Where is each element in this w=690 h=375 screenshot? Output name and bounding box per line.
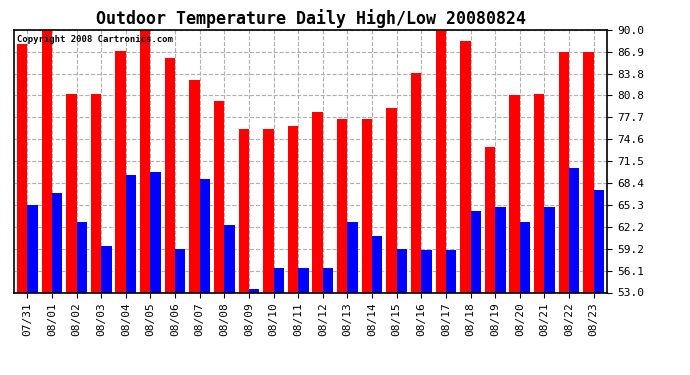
Bar <box>298 268 308 292</box>
Bar <box>593 190 604 292</box>
Bar <box>101 246 112 292</box>
Bar <box>66 94 77 292</box>
Bar <box>140 27 150 292</box>
Bar <box>422 250 432 292</box>
Bar <box>165 58 175 292</box>
Bar <box>362 118 372 292</box>
Bar <box>249 289 259 292</box>
Bar <box>17 44 28 292</box>
Bar <box>52 193 62 292</box>
Bar <box>348 222 358 292</box>
Bar <box>263 129 273 292</box>
Bar <box>313 112 323 292</box>
Bar <box>239 129 249 292</box>
Bar <box>544 207 555 292</box>
Bar <box>288 126 298 292</box>
Bar <box>91 94 101 292</box>
Bar <box>386 108 397 292</box>
Bar <box>273 268 284 292</box>
Bar <box>115 51 126 292</box>
Bar <box>337 118 348 292</box>
Bar <box>583 52 593 292</box>
Bar <box>214 101 224 292</box>
Bar <box>509 95 520 292</box>
Bar <box>460 40 471 292</box>
Bar <box>41 30 52 292</box>
Bar <box>323 268 333 292</box>
Title: Outdoor Temperature Daily High/Low 20080824: Outdoor Temperature Daily High/Low 20080… <box>95 9 526 28</box>
Bar <box>569 168 580 292</box>
Bar <box>495 207 506 292</box>
Bar <box>471 211 481 292</box>
Bar <box>126 176 136 292</box>
Bar <box>150 172 161 292</box>
Bar <box>199 179 210 292</box>
Bar <box>446 250 456 292</box>
Bar <box>520 222 530 292</box>
Text: Copyright 2008 Cartronics.com: Copyright 2008 Cartronics.com <box>17 35 172 44</box>
Bar <box>224 225 235 292</box>
Bar <box>175 249 186 292</box>
Bar <box>559 52 569 292</box>
Bar <box>534 94 544 292</box>
Bar <box>411 73 422 292</box>
Bar <box>435 30 446 292</box>
Bar <box>372 236 382 292</box>
Bar <box>397 249 407 292</box>
Bar <box>28 205 38 292</box>
Bar <box>485 147 495 292</box>
Bar <box>77 222 87 292</box>
Bar <box>189 80 199 292</box>
